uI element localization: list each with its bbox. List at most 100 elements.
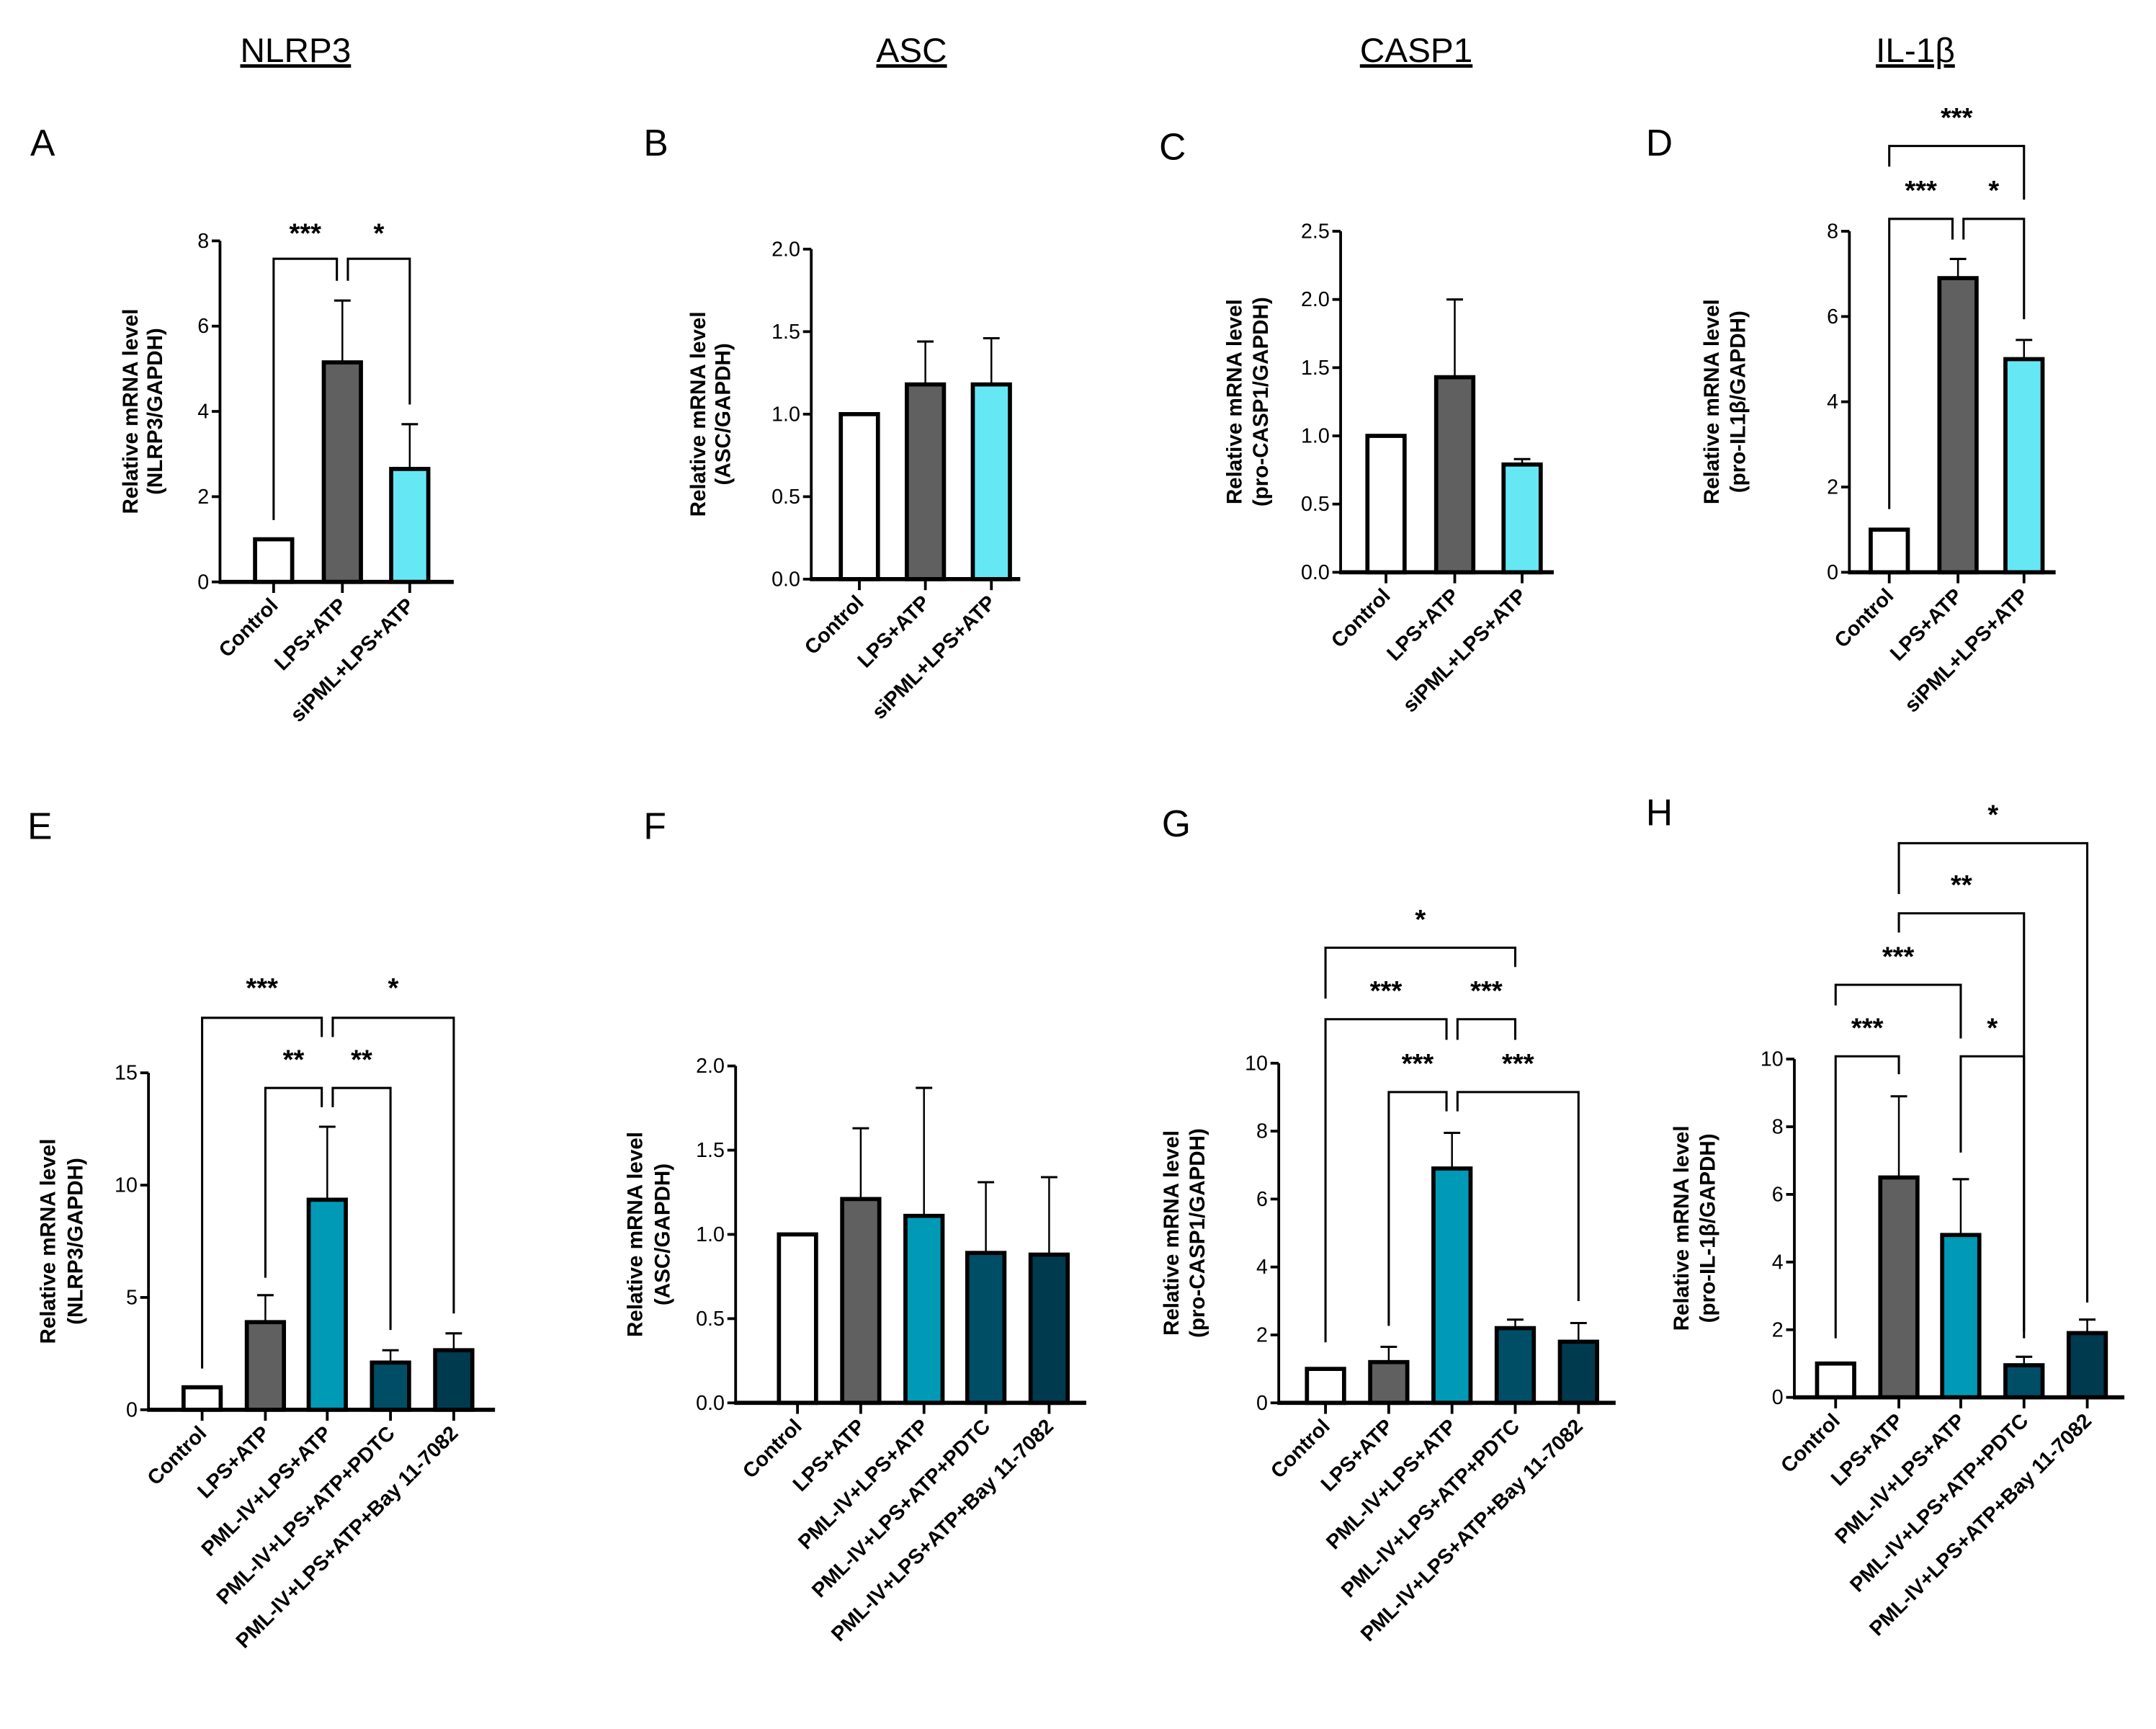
significance-bracket [346,257,411,405]
panel-d: D 0 2 4 6 8 Relative mRNA level (pro-IL1β/GAPDH… [1646,102,2056,717]
significance-bracket [1834,983,1962,1039]
significance-bracket [1888,145,2026,200]
panel-letter: H [1646,792,1673,834]
significance-bracket [1962,218,2026,320]
column-title-il1b: IL-1β [1876,32,1955,70]
y-tick-label: 2.0 [771,238,800,261]
y-axis-label: Relative mRNA level [623,1132,647,1337]
significance-label: *** [1402,1048,1434,1079]
x-tick-label: siPML+LPS+ATP [1398,584,1531,717]
significance-bracket [331,1086,392,1331]
bar-pml-iv-lps-atp [903,1213,945,1406]
y-axis-label: Relative mRNA level [1700,299,1724,504]
y-tick-label: 4 [1256,1256,1268,1279]
bar-pml-iv-lps-atp-bay-11-7082 [1557,1339,1599,1406]
bar-lps-atp [1433,375,1476,575]
panel-g: G 0 2 4 6 8 10 Relative mRNA level (pro-CASP1/GA… [1160,803,1616,1646]
bar-lps-atp [1878,1175,1920,1400]
panel-letter: B [643,122,668,164]
significance-bracket [272,257,339,520]
bar-pml-iv-lps-atp-pdtc [1494,1326,1537,1406]
x-tick-label: Control [1327,584,1395,653]
bar-control [253,537,295,584]
significance-label: * [373,218,384,249]
y-tick-label: 0 [197,571,209,594]
significance-bracket [1456,1018,1517,1040]
significance-label: *** [246,973,278,1004]
y-tick-label: 2 [1772,1318,1784,1341]
bar-control [1869,527,1910,575]
bar-control [1815,1361,1856,1400]
panel-letter: F [643,805,666,847]
y-axis-label: (pro-IL1β/GAPDH) [1726,310,1750,493]
y-tick-label: 2.0 [696,1055,725,1078]
significance-label: *** [1370,975,1403,1006]
y-tick-label: 4 [1827,390,1838,414]
y-axis-label: (ASC/GAPDH) [712,343,735,485]
bar-pml-iv-lps-atp [1940,1233,1982,1400]
significance-label: *** [1882,941,1915,972]
column-title-casp1: CASP1 [1360,32,1472,70]
bar-lps-atp [321,360,363,584]
y-tick-label: 0 [1256,1392,1268,1415]
x-tick-label: Control [215,594,283,662]
panel-letter: C [1159,126,1186,168]
panel-f: F 0.0 0.5 1.0 1.5 2.0 Relative mRNA level (ASC/… [623,805,1086,1646]
significance-bracket [1324,946,1517,999]
y-tick-label: 1.0 [1301,425,1330,448]
y-tick-label: 4 [1772,1251,1784,1274]
y-axis-label: (pro-CASP1/GAPDH) [1186,1128,1209,1338]
significance-bracket [1834,1055,1900,1339]
panel-h: H 0 2 4 6 8 10 Relative mRNA level (pro-IL-1β/GA… [1646,792,2125,1640]
bar-pml-iv-lps-atp-bay-11-7082 [433,1348,475,1412]
significance-label: *** [289,218,321,249]
significance-label: * [1987,800,1998,831]
y-tick-label: 1.5 [771,321,800,344]
significance-label: ** [351,1044,372,1075]
significance-bracket [1387,1091,1448,1326]
y-axis-label: Relative mRNA level [1160,1130,1184,1336]
significance-bracket [1456,1091,1580,1302]
bar-sipml-lps-atp [970,382,1012,581]
y-tick-label: 6 [1827,305,1838,329]
y-tick-label: 2.0 [1301,288,1330,311]
y-tick-label: 2 [1827,476,1838,499]
y-tick-label: 6 [1256,1188,1268,1211]
bar-lps-atp [244,1320,287,1412]
bar-lps-atp [904,382,947,581]
significance-label: ** [1951,870,1972,901]
y-axis-label: (pro-CASP1/GAPDH) [1249,297,1273,506]
column-title-nlrp3: NLRP3 [240,32,351,70]
bar-pml-iv-lps-atp [306,1197,348,1412]
y-tick-label: 0.0 [696,1392,725,1415]
significance-bracket [331,1017,455,1314]
y-tick-label: 10 [1245,1052,1268,1075]
panel-a: A 0 2 4 6 8 Relative mRNA level (NLRP3/GAPDH) Co… [30,122,454,727]
significance-label: *** [1470,975,1503,1006]
y-axis-label: Relative mRNA level [1670,1125,1694,1331]
bar-lps-atp [1368,1359,1410,1406]
y-tick-label: 0 [1827,561,1838,584]
y-axis-label: (pro-IL-1β/GAPDH) [1696,1133,1719,1323]
bar-lps-atp [840,1197,882,1406]
bar-sipml-lps-atp [389,467,431,584]
y-axis-label: (NLRP3/GAPDH) [143,328,167,495]
significance-bracket [1324,1018,1448,1343]
y-tick-label: 2 [1256,1324,1268,1347]
y-tick-label: 5 [126,1286,138,1309]
y-tick-label: 2.5 [1301,220,1330,244]
bar-control [181,1385,223,1412]
y-tick-label: 6 [197,315,209,338]
x-tick-label: siPML+LPS+ATP [1900,584,2033,717]
panel-c: C 0.0 0.5 1.0 1.5 2.0 2.5 Relative mRNA level (p… [1159,126,1554,717]
y-tick-label: 0 [126,1398,138,1421]
y-tick-label: 0.0 [771,568,800,591]
y-tick-label: 4 [197,401,209,424]
bar-pml-iv-lps-atp-pdtc [370,1360,411,1412]
y-axis-label: (ASC/GAPDH) [651,1163,675,1305]
y-tick-label: 1.0 [696,1223,725,1246]
bar-control [1365,434,1407,575]
panel-letter: E [27,805,52,847]
y-axis-label: Relative mRNA level [36,1139,60,1344]
